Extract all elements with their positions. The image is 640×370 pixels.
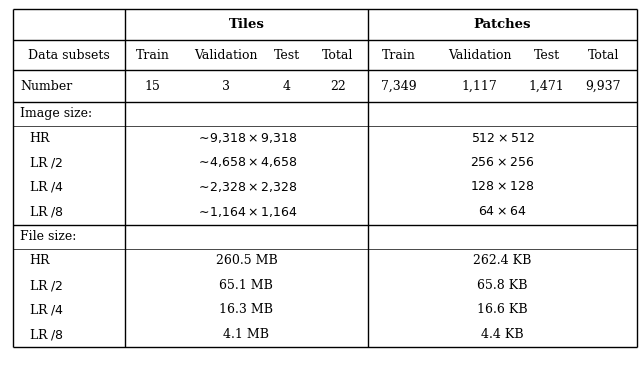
Text: LR $/4$: LR $/4$: [29, 302, 64, 317]
Text: 9,937: 9,937: [586, 80, 621, 92]
Text: 1,117: 1,117: [461, 80, 497, 92]
Text: LR $/8$: LR $/8$: [29, 204, 63, 219]
Text: $256\times256$: $256\times256$: [470, 156, 534, 169]
Text: Image size:: Image size:: [20, 107, 93, 120]
Text: $\sim\!2{,}328\times2{,}328$: $\sim\!2{,}328\times2{,}328$: [196, 180, 297, 194]
Text: 1,471: 1,471: [529, 80, 564, 92]
Text: 262.4 KB: 262.4 KB: [473, 254, 532, 268]
Text: $128\times128$: $128\times128$: [470, 180, 534, 194]
Text: 65.1 MB: 65.1 MB: [220, 279, 273, 292]
Text: Patches: Patches: [474, 18, 531, 31]
Text: Validation: Validation: [448, 48, 511, 62]
Text: Total: Total: [322, 48, 353, 62]
Text: 22: 22: [330, 80, 346, 92]
Text: $512\times512$: $512\times512$: [470, 131, 534, 145]
Text: Train: Train: [382, 48, 416, 62]
Text: Data subsets: Data subsets: [28, 48, 109, 62]
Text: $\sim\!1{,}164\times1{,}164$: $\sim\!1{,}164\times1{,}164$: [196, 205, 297, 219]
Text: 4.4 KB: 4.4 KB: [481, 328, 524, 341]
Text: HR: HR: [29, 254, 49, 268]
Text: LR $/2$: LR $/2$: [29, 278, 63, 293]
Text: Number: Number: [20, 80, 73, 92]
Text: HR: HR: [29, 131, 49, 145]
Text: 15: 15: [145, 80, 161, 92]
Text: $64\times64$: $64\times64$: [478, 205, 527, 218]
Text: Test: Test: [534, 48, 560, 62]
Text: 260.5 MB: 260.5 MB: [216, 254, 277, 268]
Text: File size:: File size:: [20, 230, 77, 243]
Text: 3: 3: [221, 80, 230, 92]
Text: Total: Total: [588, 48, 619, 62]
Text: 7,349: 7,349: [381, 80, 417, 92]
Text: LR $/2$: LR $/2$: [29, 155, 63, 170]
Text: 65.8 KB: 65.8 KB: [477, 279, 527, 292]
Text: $\sim\!9{,}318\times9{,}318$: $\sim\!9{,}318\times9{,}318$: [196, 131, 297, 145]
Text: 4.1 MB: 4.1 MB: [223, 328, 269, 341]
Text: 4: 4: [282, 80, 291, 92]
Text: Tiles: Tiles: [228, 18, 264, 31]
Text: LR $/4$: LR $/4$: [29, 179, 64, 194]
Text: Train: Train: [136, 48, 170, 62]
Text: Test: Test: [273, 48, 300, 62]
Text: 16.6 KB: 16.6 KB: [477, 303, 528, 316]
Text: LR $/8$: LR $/8$: [29, 327, 63, 342]
Text: 16.3 MB: 16.3 MB: [220, 303, 273, 316]
Text: Validation: Validation: [194, 48, 257, 62]
Text: $\sim\!4{,}658\times4{,}658$: $\sim\!4{,}658\times4{,}658$: [196, 155, 297, 169]
